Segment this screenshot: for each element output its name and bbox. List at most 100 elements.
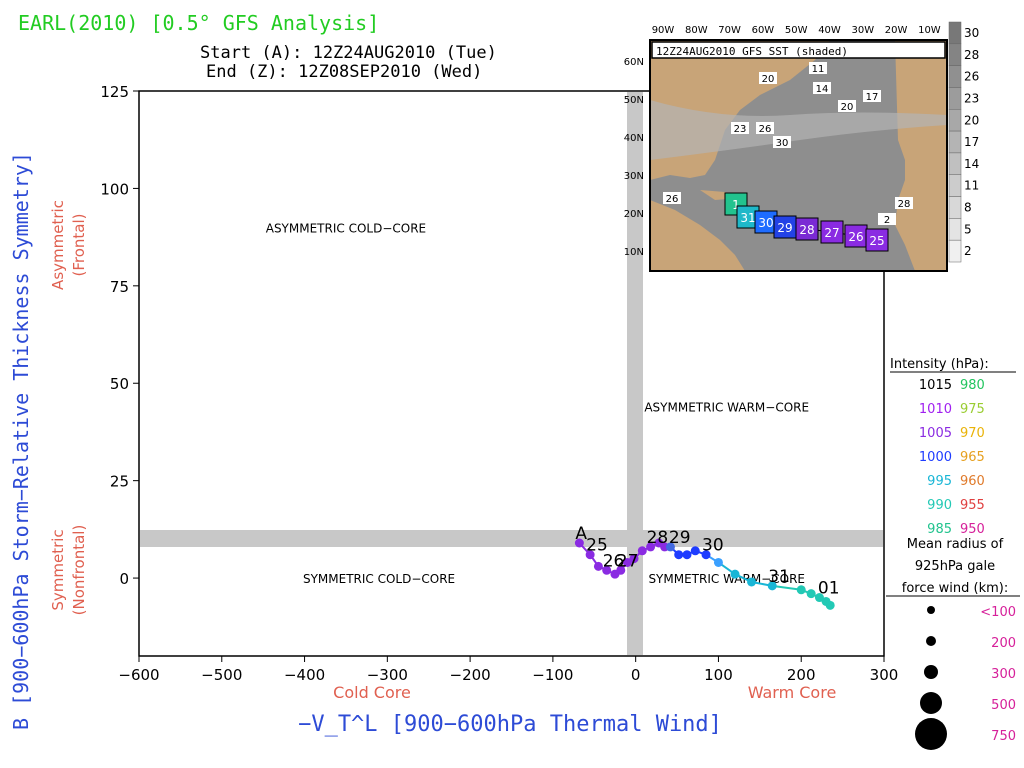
inset-lat-label: 10N [624,247,644,258]
inset-lat-label: 60N [624,57,644,68]
inset-lat-label: 50N [624,95,644,106]
radius-dot [926,636,936,646]
track-point [585,550,595,560]
track-point [629,554,639,564]
intensity-legend-title: Intensity (hPa): [890,357,989,372]
inset-lat-labels: 60N 50N 40N 30N 20N 10N [624,57,644,258]
end-label: End (Z): 12Z08SEP2010 (Wed) [206,62,482,82]
inset-lon-label: 60W [752,25,775,36]
inset-sst-label: 30 [776,138,789,149]
colorbar-label: 30 [964,26,979,40]
intensity-value-right: 970 [960,426,985,441]
radius-label: 750 [991,729,1016,744]
inset-lon-label: 30W [851,25,874,36]
colorbar-swatch [948,65,962,88]
radius-rows: <100 200 300 500 750 [915,605,1016,750]
sst-inset-map: 12Z24AUG2010 GFS SST (shaded) 90W 80W 70W 6… [624,21,979,272]
inset-sst-band [650,100,947,160]
radius-label: 200 [991,636,1016,651]
intensity-value-left: 1000 [919,450,952,465]
track-point [622,557,632,567]
intensity-value-left: 1005 [919,426,952,441]
inset-track-boxes: 131 30 29 28 27 26 25 [724,192,889,252]
colorbar-swatch [948,239,962,263]
inset-frame [649,39,948,272]
intensity-value-left: 990 [927,498,952,513]
track-point [730,569,740,579]
inset-lon-label: 10W [918,25,941,36]
x-axis-title: −V_T^L [900−600hPa Thermal Wind] [298,712,722,737]
inset-lon-labels: 90W 80W 70W 60W 50W 40W 30W 20W 10W [652,25,941,36]
inset-lat-label: 30N [624,171,644,182]
x-tick-label: −400 [284,666,325,684]
track-label: 30 [702,536,724,556]
inset-sst-label: 11 [812,64,825,75]
radius-title-line-1: Mean radius of [907,537,1004,552]
intensity-value-right: 950 [960,522,985,537]
quadrant-label: SYMMETRIC COLD−CORE [303,572,455,586]
radius-title-line-2: 925hPa gale [915,559,995,574]
x-tick-label: 0 [631,666,641,684]
track-point [574,538,584,548]
inset-lat-label: 20N [624,209,644,220]
inset-colorbar: 30 28 26 23 20 17 14 11 8 5 2 [948,21,979,263]
x-ticks: −600 −500 −400 −300 −200 −100 0 100 200 300 [118,656,898,684]
colorbar-label: 11 [964,179,979,193]
y-side-label-asymmetric: Asymmetric [49,200,67,290]
inset-track-box-label: 28 [799,223,814,237]
zero-x-band [627,92,643,655]
track-label: 01 [818,579,840,599]
intensity-value-left: 1015 [919,378,952,393]
track-point [593,561,603,571]
intensity-value-right: 960 [960,474,985,489]
colorbar-label: 20 [964,113,979,127]
track-label: 31 [768,567,790,587]
chart-title: EARL(2010) [0.5° GFS Analysis] [18,11,379,35]
inset-track-box-label: 25 [869,234,884,248]
colorbar-swatch [948,174,962,197]
track-point [701,550,711,560]
colorbar-label: 26 [964,70,979,84]
track-point [806,589,816,599]
inset-track-box-label: 26 [848,230,863,244]
colorbar-swatch [948,43,962,66]
inset-sst-label: 20 [841,102,854,113]
inset-lon-label: 40W [818,25,841,36]
radius-label: <100 [980,605,1016,620]
inset-track-box [820,220,844,244]
colorbar-swatch [948,196,962,219]
inset-lon-label: 80W [685,25,708,36]
radius-dot [924,665,938,679]
inset-title-box [651,41,946,59]
inset-sst-labels: 11 14 17 20 20 23 26 30 26 2 28 [663,62,913,226]
colorbar-swatch [948,130,962,154]
inset-sst-label: 20 [762,74,775,85]
quadrant-label: ASYMMETRIC WARM−CORE [644,401,809,415]
inset-sst-label: 26 [666,194,679,205]
x-tick-label: −500 [201,666,242,684]
x-tick-label: 100 [704,666,733,684]
inset-south-america [650,200,745,271]
track-segment [772,584,802,591]
colorbar-label: 8 [964,201,972,215]
y-side-label-frontal: (Frontal) [70,213,88,276]
track-label: 25 [586,536,608,556]
radius-label: 500 [991,698,1016,713]
colorbar-label: 28 [964,48,979,62]
radius-dot [915,718,947,750]
y-tick-label: 75 [110,278,129,296]
track-point [747,577,757,587]
colorbar-swatch [948,87,962,110]
x-tick-label: −100 [532,666,573,684]
track-point [602,565,612,575]
y-ticks: 0 25 50 75 100 125 [100,83,139,588]
inset-track-box-label: 29 [777,221,792,235]
colorbar-label: 14 [964,157,979,171]
x-under-label-warm: Warm Core [748,683,837,702]
colorbar-swatch [948,218,962,241]
colorbar-label: 2 [964,244,972,258]
track-point [825,600,835,610]
track-point [690,546,700,556]
